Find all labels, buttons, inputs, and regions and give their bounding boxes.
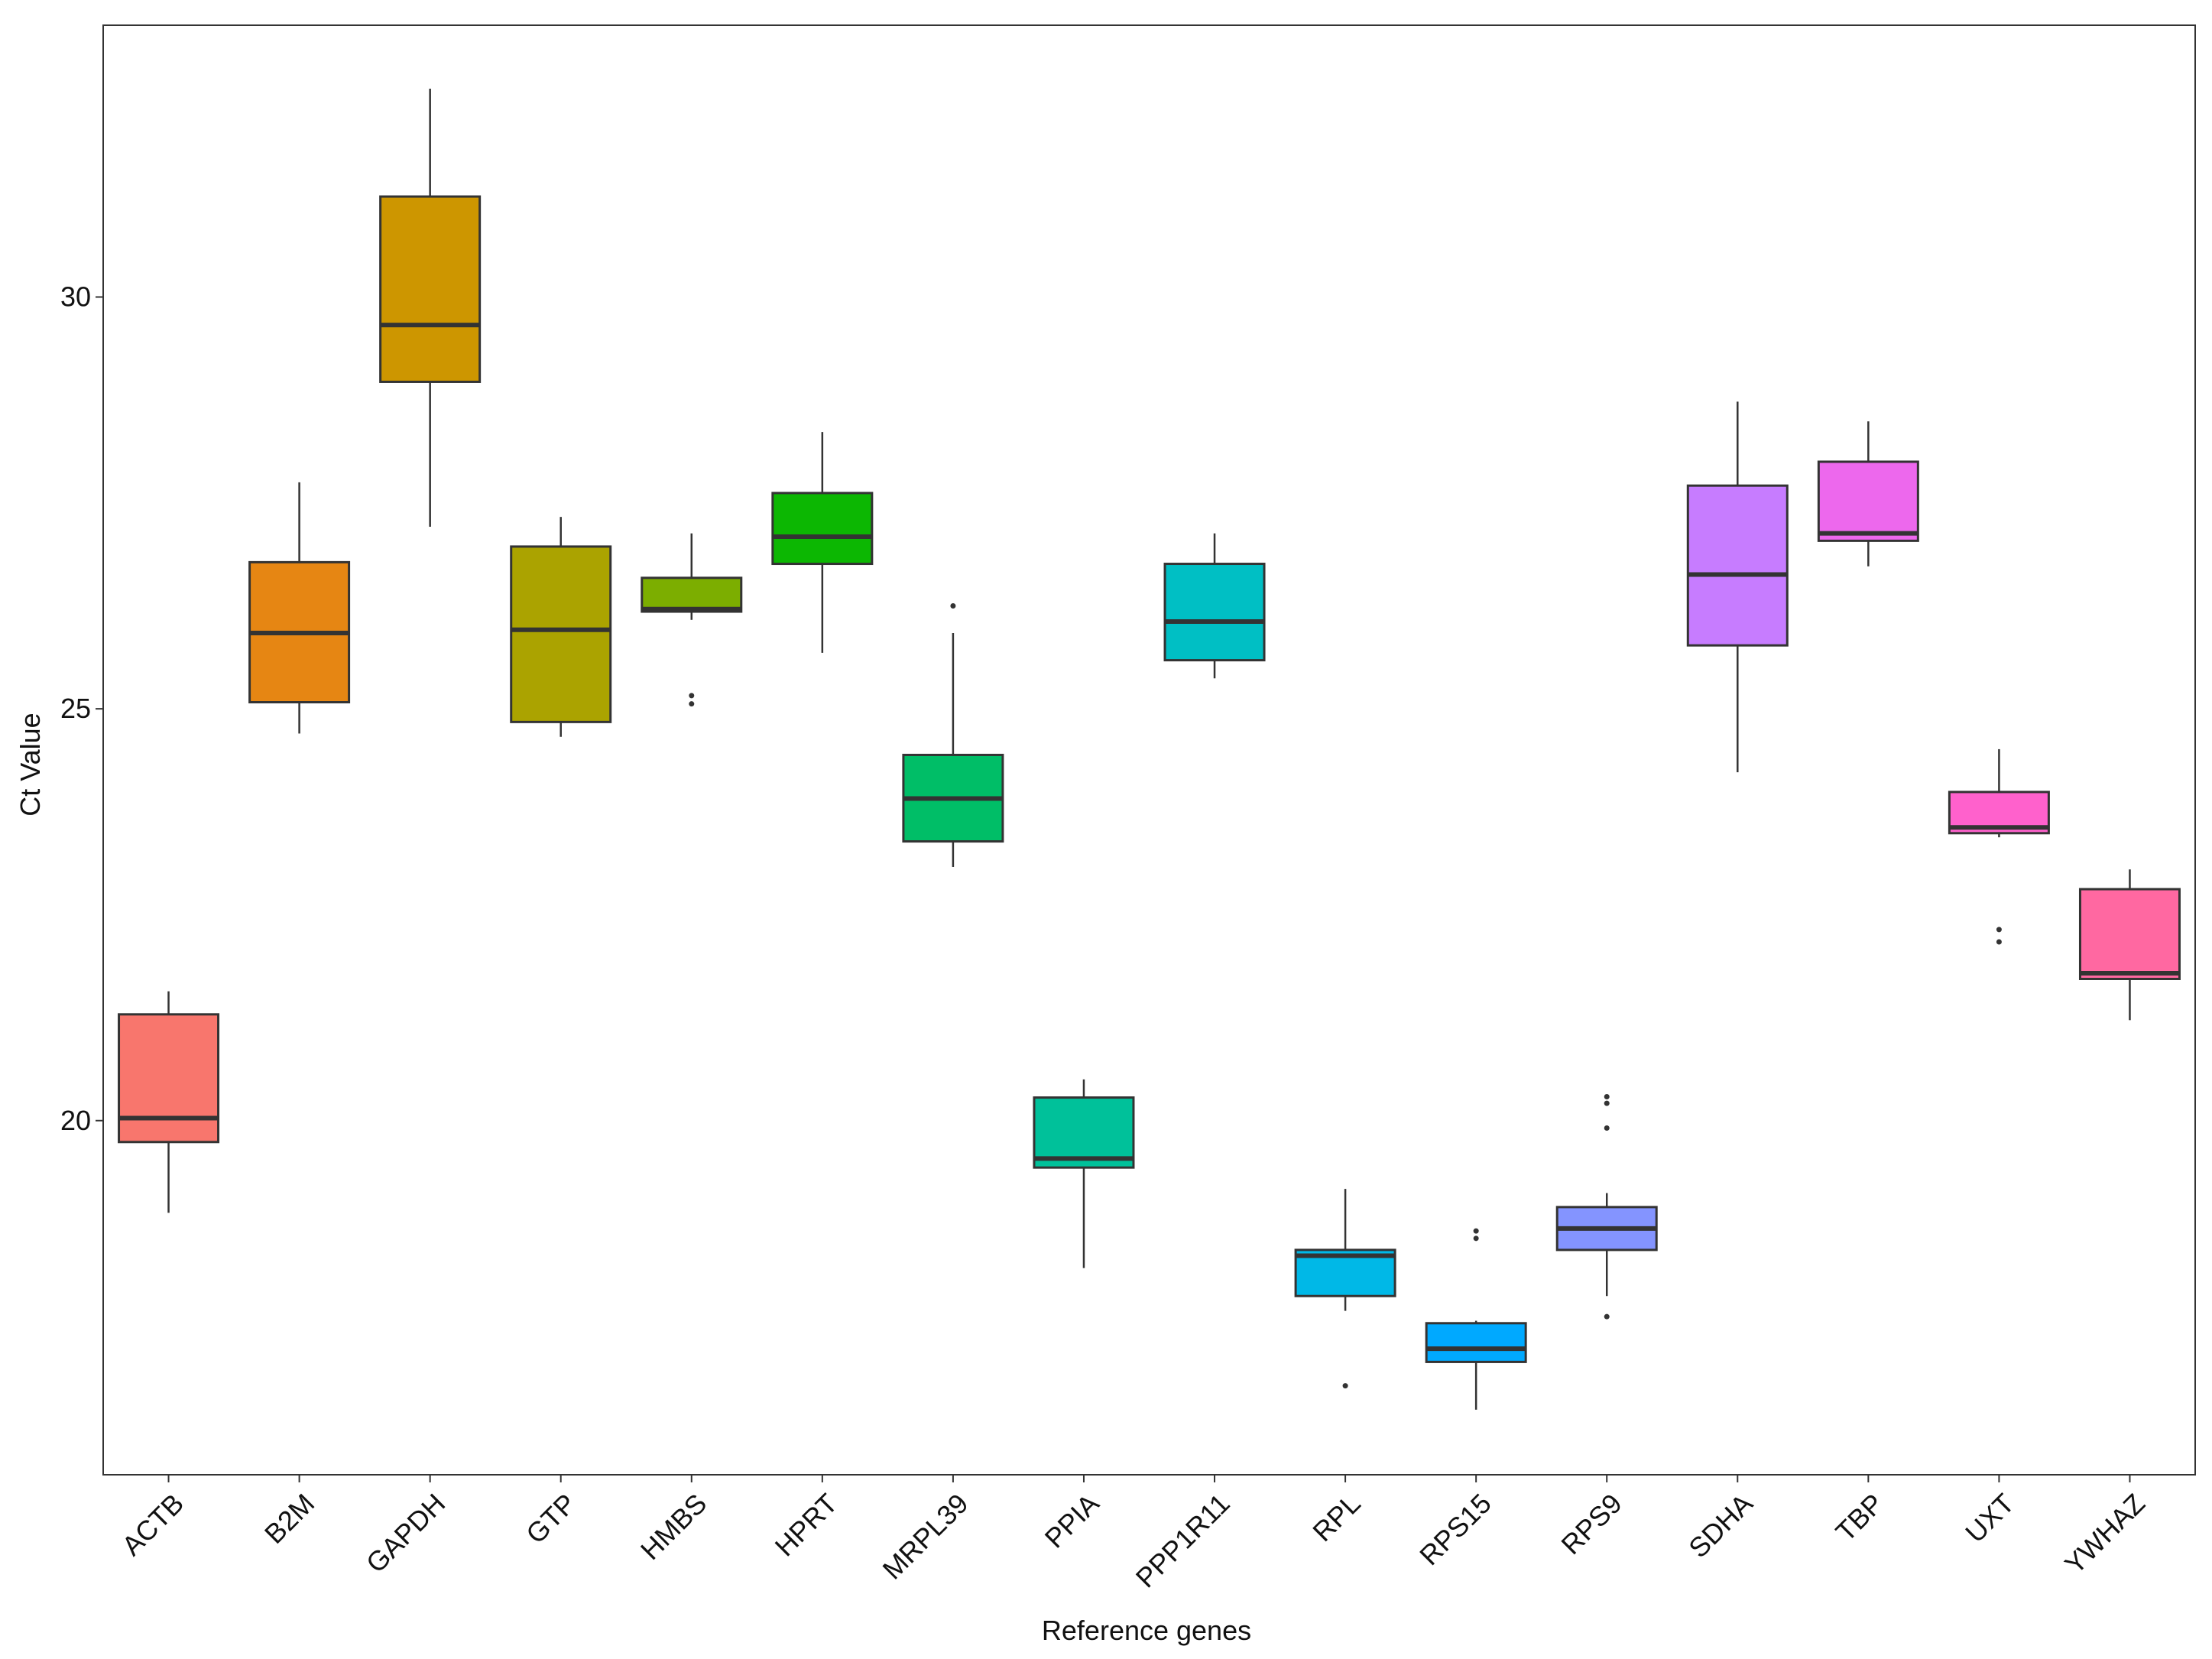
x-tick-label: TBP (1830, 1488, 1889, 1547)
x-tick-label: RPL (1306, 1488, 1367, 1548)
box (641, 576, 743, 613)
x-tick-label: RPS15 (1413, 1488, 1497, 1572)
outlier (1473, 1235, 1479, 1242)
y-axis-title: Ct Value (15, 713, 46, 816)
outlier (689, 701, 695, 707)
x-tick-label: GAPDH (360, 1488, 452, 1579)
x-tick-label: GTP (520, 1488, 582, 1550)
box (118, 1013, 220, 1144)
x-tick-label: YWHAZ (2058, 1488, 2151, 1580)
outlier (1996, 939, 2002, 945)
x-tick-label: SDHA (1682, 1488, 1759, 1564)
y-tick-label: 20 (60, 1105, 91, 1136)
box (1163, 563, 1266, 662)
x-axis-title: Reference genes (1042, 1615, 1251, 1646)
box (510, 545, 612, 723)
outlier (689, 693, 695, 699)
box (1425, 1322, 1527, 1363)
x-tick-label: PPP1R11 (1130, 1488, 1236, 1594)
outlier (1604, 1313, 1610, 1320)
box (2078, 888, 2181, 980)
box (1686, 484, 1789, 647)
outlier (1473, 1228, 1479, 1234)
box (771, 492, 874, 566)
box (1033, 1096, 1135, 1169)
x-tick-label: MRPL39 (877, 1488, 975, 1586)
outlier (1604, 1094, 1610, 1100)
outlier (1342, 1383, 1348, 1389)
outlier (950, 602, 956, 609)
x-tick-label: UXT (1959, 1488, 2020, 1549)
y-tick-label: 25 (60, 693, 91, 724)
outlier (1604, 1125, 1610, 1131)
outlier (1604, 1100, 1610, 1106)
x-tick-label: PPIA (1039, 1488, 1105, 1554)
box (1817, 460, 1919, 542)
outlier (1996, 927, 2002, 933)
y-tick-label: 30 (60, 281, 91, 313)
x-tick-label: ACTB (115, 1488, 190, 1562)
box (379, 195, 482, 383)
plot-frame (102, 24, 2196, 1476)
x-tick-label: HPRT (769, 1488, 844, 1563)
x-tick-label: HMBS (634, 1488, 713, 1566)
x-tick-label: B2M (258, 1488, 320, 1550)
x-tick-label: RPS9 (1555, 1488, 1627, 1560)
